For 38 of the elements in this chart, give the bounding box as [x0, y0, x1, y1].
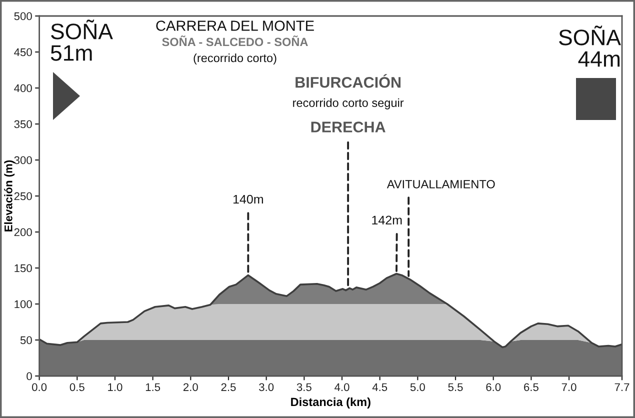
x-tick-label: 4.5: [372, 383, 388, 392]
y-tick-label: 500: [14, 12, 32, 20]
x-tick-label: 7.0: [562, 383, 576, 392]
y-tick-label: 200: [14, 228, 32, 236]
x-tick-label: 4.0: [334, 383, 350, 392]
annotation: 142m: [372, 216, 402, 224]
y-tick-label: 0: [26, 372, 32, 380]
x-tick-label: 6.0: [486, 383, 501, 392]
annotation: (recorrido corto): [194, 54, 276, 64]
annotation: BIFURCACIÓN recorrido corto seguir DERECHA: [293, 74, 404, 132]
x-tick-label: 0.5: [70, 383, 84, 392]
x-tick-label: 5.0: [410, 383, 425, 392]
x-tick-label: 2.5: [221, 383, 236, 392]
y-tick-label: 300: [14, 156, 32, 164]
annotation: SOÑA 44m: [559, 26, 621, 67]
x-tick-label: 6.5: [524, 383, 538, 392]
x-tick-label: 5.5: [448, 383, 463, 392]
annotation: 140m: [233, 194, 263, 204]
annotation: SOÑA 51m: [50, 20, 113, 61]
y-tick-label: 100: [14, 300, 32, 308]
y-tick-label: 350: [14, 120, 32, 128]
x-tick-label: 1.5: [146, 383, 160, 392]
x-tick-label: 0.0: [32, 383, 47, 392]
x-axis-title: Distancia (km): [291, 397, 370, 408]
x-tick-label: 3.5: [296, 383, 312, 392]
text: SOÑA - SALCEDO - SOÑA: [162, 36, 308, 46]
x-tick-label: 1.0: [108, 383, 122, 392]
y-tick-label: 400: [14, 84, 32, 92]
y-tick-label: 50: [20, 336, 32, 344]
x-tick-label: 2.0: [183, 383, 198, 392]
y-tick-label: 250: [14, 192, 32, 200]
y-axis-title: Elevación (m): [4, 160, 15, 232]
annotation: AVITUALLAMIENTO: [386, 180, 495, 188]
chart-title: CARRERA DEL MONTE: [156, 20, 314, 31]
y-tick-label: 450: [14, 48, 32, 56]
y-tick-label: 150: [14, 264, 32, 272]
x-tick-label: 7.7: [614, 383, 630, 391]
x-tick-label: 3.0: [259, 383, 274, 392]
